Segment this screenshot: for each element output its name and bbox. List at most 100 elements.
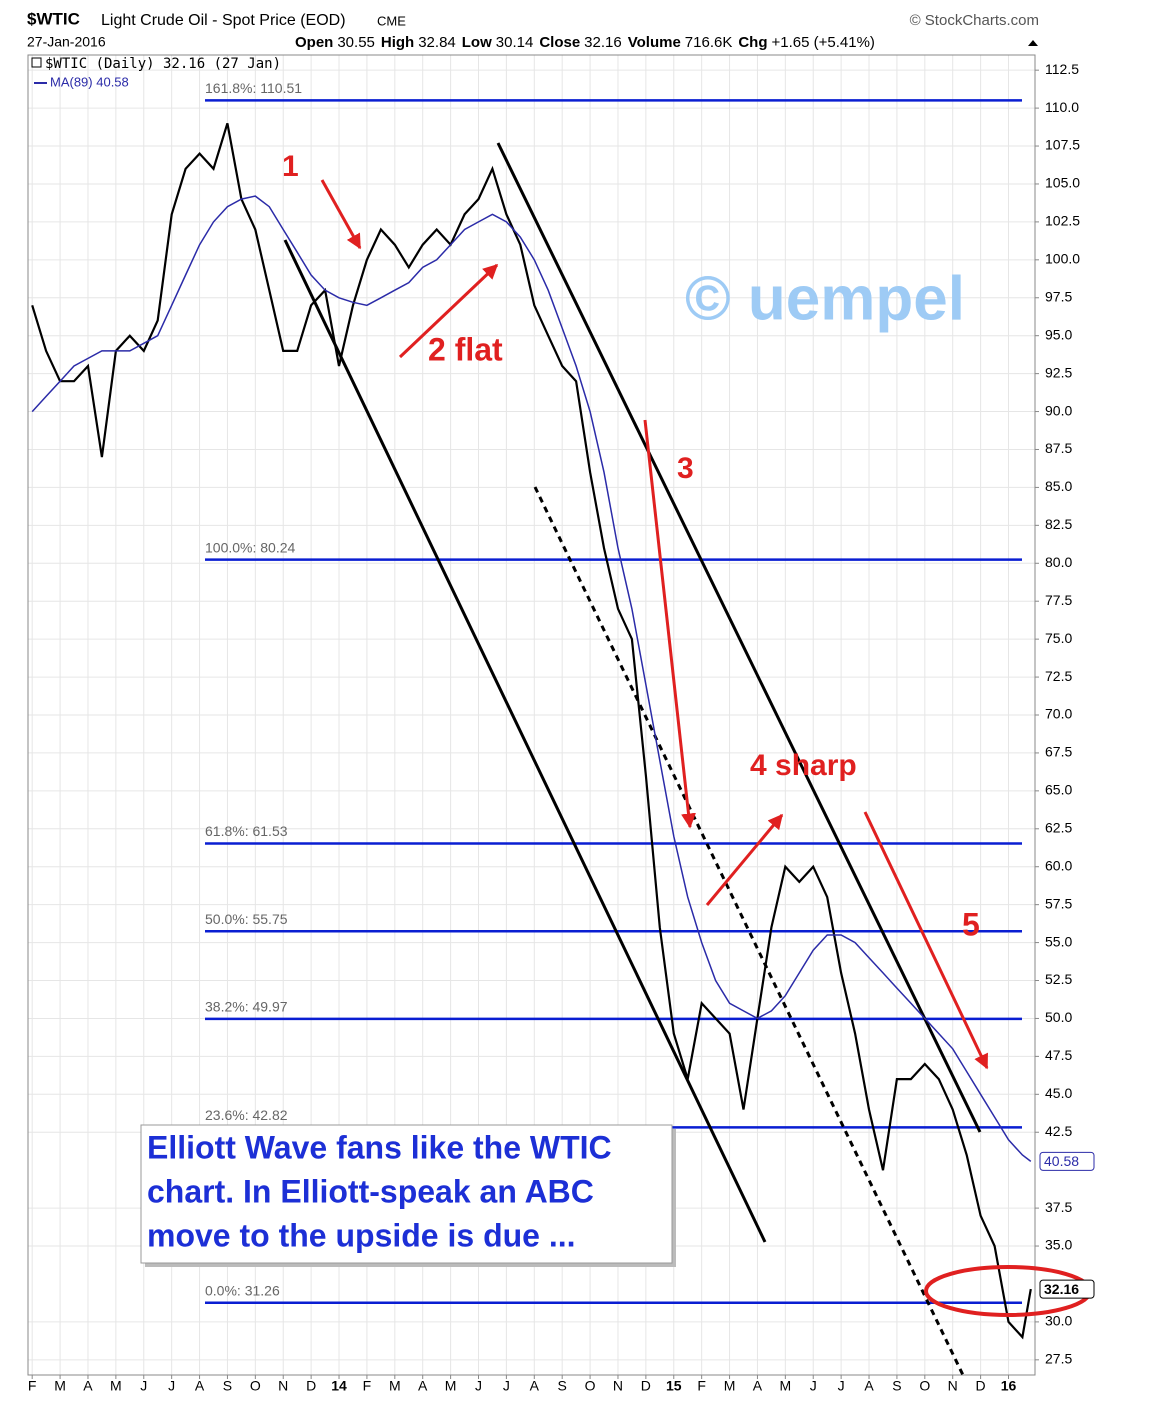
arrow: [320, 179, 362, 250]
quote-value: 32.84: [418, 34, 456, 51]
channel-line: [496, 142, 982, 1133]
x-tick-label: S: [558, 1378, 567, 1394]
quote-value: 32.16: [584, 34, 622, 51]
date: 27-Jan-2016: [27, 34, 106, 50]
quote-label: Low: [462, 34, 492, 51]
y-tick-label: 65.0: [1045, 782, 1072, 798]
y-tick-label: 105.0: [1045, 175, 1080, 191]
x-tick-label: A: [530, 1378, 540, 1394]
note-line: move to the upside is due ...: [147, 1217, 576, 1253]
x-tick-label: O: [250, 1378, 261, 1394]
watermark: © uempel: [685, 264, 965, 333]
quote-label: High: [381, 34, 414, 51]
x-tick-label: J: [475, 1378, 482, 1394]
y-tick-label: 85.0: [1045, 478, 1072, 494]
y-tick-label: 50.0: [1045, 1009, 1072, 1025]
y-tick-label: 100.0: [1045, 251, 1080, 267]
quote-value: 30.14: [496, 34, 534, 51]
x-tick-label: J: [810, 1378, 817, 1394]
x-tick-label: F: [28, 1378, 37, 1394]
value-tag: 32.16: [1044, 1281, 1079, 1297]
x-tick-label: M: [724, 1378, 736, 1394]
fib-label: 50.0%: 55.75: [205, 911, 288, 927]
x-tick-label: M: [110, 1378, 122, 1394]
y-tick-label: 80.0: [1045, 554, 1072, 570]
fib-label: 161.8%: 110.51: [205, 80, 302, 96]
x-tick-label: F: [363, 1378, 372, 1394]
fib-label: 100.0%: 80.24: [205, 539, 296, 555]
arrow: [705, 813, 784, 906]
x-tick-label: N: [278, 1378, 288, 1394]
y-tick-label: 102.5: [1045, 213, 1080, 229]
x-tick-label: M: [54, 1378, 66, 1394]
note-box: [140, 1124, 673, 1264]
y-tick-label: 60.0: [1045, 857, 1072, 873]
quote-label: Close: [539, 34, 580, 51]
x-tick-label: M: [780, 1378, 792, 1394]
x-tick-label: D: [306, 1378, 316, 1394]
fib-label: 38.2%: 49.97: [205, 999, 288, 1015]
y-tick-label: 82.5: [1045, 516, 1072, 532]
quote-value: 716.6K: [685, 34, 733, 51]
y-tick-label: 110.0: [1045, 99, 1079, 115]
value-tag-box: [1039, 1151, 1095, 1171]
x-tick-label: J: [838, 1378, 845, 1394]
fib-label: 61.8%: 61.53: [205, 823, 288, 839]
y-tick-label: 67.5: [1045, 744, 1072, 760]
quote-label: Volume: [628, 34, 681, 51]
x-tick-label: A: [418, 1378, 428, 1394]
wave-label: 4 sharp: [750, 749, 857, 782]
y-tick-label: 42.5: [1045, 1123, 1072, 1139]
y-tick-label: 87.5: [1045, 440, 1072, 456]
y-tick-label: 62.5: [1045, 819, 1072, 835]
y-tick-label: 70.0: [1045, 706, 1072, 722]
y-tick-label: 27.5: [1045, 1351, 1072, 1367]
wave-label: 3: [677, 452, 694, 485]
y-tick-label: 75.0: [1045, 630, 1072, 646]
x-tick-label: J: [168, 1378, 175, 1394]
value-tag-box: [1039, 1279, 1095, 1299]
x-tick-label: J: [140, 1378, 147, 1394]
up-arrow: [1028, 40, 1038, 46]
x-tick-label: N: [948, 1378, 958, 1394]
arrow: [863, 811, 989, 1070]
x-tick-label: A: [753, 1378, 763, 1394]
y-tick-label: 90.0: [1045, 402, 1072, 418]
y-tick-label: 35.0: [1045, 1237, 1072, 1253]
x-tick-label: 16: [1001, 1378, 1017, 1394]
wave-label: 1: [282, 150, 299, 183]
y-tick-label: 52.5: [1045, 971, 1072, 987]
y-tick-label: 97.5: [1045, 288, 1072, 304]
x-tick-label: J: [503, 1378, 510, 1394]
x-tick-label: A: [83, 1378, 93, 1394]
source: © StockCharts.com: [910, 12, 1039, 29]
wave-label: 5: [962, 906, 980, 942]
y-tick-label: 37.5: [1045, 1199, 1072, 1215]
price-line: [31, 122, 1032, 1340]
x-tick-label: S: [892, 1378, 901, 1394]
wave-label: 2 flat: [428, 331, 503, 367]
y-tick-label: 95.0: [1045, 326, 1072, 342]
y-tick-label: 30.0: [1045, 1313, 1072, 1329]
channel-line: [283, 239, 767, 1243]
x-tick-label: 14: [331, 1378, 347, 1394]
x-tick-label: D: [641, 1378, 651, 1394]
quote-value: 30.55: [337, 34, 375, 51]
x-tick-label: M: [389, 1378, 401, 1394]
x-tick-label: F: [697, 1378, 706, 1394]
note-line: chart. In Elliott-speak an ABC: [147, 1173, 594, 1209]
legend-entry: $WTIC (Daily) 32.16 (27 Jan): [45, 56, 281, 72]
y-tick-label: 55.0: [1045, 933, 1072, 949]
y-tick-label: 77.5: [1045, 592, 1072, 608]
legend-icon: [31, 57, 42, 68]
y-tick-label: 92.5: [1045, 364, 1072, 380]
fib-label: 23.6%: 42.82: [205, 1107, 288, 1123]
x-tick-label: N: [613, 1378, 623, 1394]
quote-value: +1.65 (+5.41%): [772, 34, 875, 51]
y-tick-label: 112.5: [1045, 61, 1079, 77]
y-tick-label: 47.5: [1045, 1047, 1072, 1063]
quote-label: Open: [295, 34, 333, 51]
x-tick-label: D: [976, 1378, 986, 1394]
y-tick-label: 72.5: [1045, 668, 1072, 684]
